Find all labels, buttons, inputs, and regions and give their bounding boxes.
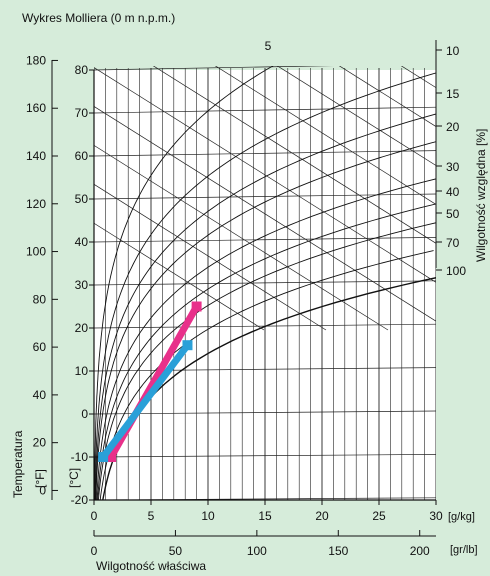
isotherm-line [94, 193, 436, 200]
series-line-2 [100, 343, 191, 460]
rh-curve [97, 203, 436, 500]
enthalpy-line [214, 66, 436, 205]
chart-title: Wykres Molliera (0 m n.p.m.) [22, 11, 175, 25]
rh-curve [96, 178, 436, 500]
chart-labels: -20-100102030405060708002040608010012014… [11, 39, 488, 573]
tick-label-grlb: 150 [328, 544, 348, 558]
chart-grid [94, 66, 436, 500]
rh-curve [94, 113, 436, 500]
tick-label-grlb: 200 [410, 544, 430, 558]
tick-label-c: 20 [75, 321, 89, 335]
enthalpy-line [338, 66, 436, 127]
isotherm-line [94, 454, 436, 458]
tick-label-c: 60 [75, 149, 89, 163]
tick-label-f: 20 [33, 436, 47, 450]
tick-label-gkg: 15 [258, 509, 272, 523]
tick-label-gkg: 0 [91, 509, 98, 523]
isotherm-line [94, 106, 436, 114]
tick-label-rh: 70 [446, 236, 460, 250]
x-axis-label-gkg: [g/kg] [448, 511, 475, 523]
tick-label-f: 180 [26, 53, 46, 67]
tick-label-c: 50 [75, 192, 89, 206]
tick-label-rh: 15 [446, 87, 460, 101]
enthalpy-line [94, 144, 389, 331]
chart-series [98, 301, 202, 462]
rh-curve [94, 72, 436, 500]
tick-label-rh: 100 [446, 264, 466, 278]
isotherm-line [94, 237, 436, 243]
tick-label-rh: 20 [446, 120, 460, 134]
tick-label-f: 140 [26, 149, 46, 163]
enthalpy-line [94, 183, 327, 331]
x-axis-title: Wilgotność właściwa [96, 559, 206, 573]
tick-label-f: 100 [26, 245, 46, 259]
tick-label-gkg: 20 [315, 509, 329, 523]
rh-curve [102, 277, 436, 500]
x-axis-label-grlb: [gr/lb] [450, 544, 478, 556]
tick-label-grlb: 100 [247, 544, 267, 558]
tick-label-rh: 50 [446, 207, 460, 221]
isotherm-line [94, 410, 436, 415]
series-point [98, 452, 109, 462]
series-point [182, 340, 193, 351]
tick-label-c: -10 [71, 450, 89, 464]
tick-label-gkg: 30 [429, 509, 443, 523]
tick-label-c: 40 [75, 235, 89, 249]
series-point [191, 301, 202, 312]
tick-label-c: 10 [75, 364, 89, 378]
tick-label-gkg: 5 [148, 509, 155, 523]
tick-label-c: 80 [75, 63, 89, 77]
tick-label-f: 40 [33, 388, 47, 402]
tick-label-rh: 40 [446, 185, 460, 199]
tick-label-f: 160 [26, 101, 46, 115]
tick-label-gkg: 10 [201, 509, 215, 523]
tick-label-rh: 10 [446, 44, 460, 58]
tick-label-c: 0 [81, 407, 88, 421]
series-point [106, 452, 117, 462]
tick-label-grlb: 0 [91, 544, 98, 558]
rh-curve [95, 141, 436, 500]
tick-label-f: 120 [26, 197, 46, 211]
tick-label-rh: 30 [446, 160, 460, 174]
tick-label-c: 70 [75, 106, 89, 120]
tick-label-rh: 5 [265, 39, 272, 53]
isotherm-line [94, 280, 436, 286]
enthalpy-line [94, 67, 436, 283]
tick-label-f: 0 [39, 483, 46, 497]
tick-label-c: -20 [71, 493, 89, 507]
tick-label-gkg: 25 [372, 509, 386, 523]
enthalpy-line [94, 106, 436, 322]
isotherm-line [94, 66, 334, 71]
isotherm-line [94, 367, 436, 372]
tick-label-f: 60 [33, 340, 47, 354]
tick-label-c: 30 [75, 278, 89, 292]
y-axis-unit-f: [°F] [33, 469, 47, 488]
y-axis-title: Temperatura [11, 430, 25, 498]
rh-curve [94, 66, 274, 500]
y-axis-unit-c: [°C] [67, 468, 81, 488]
rh-axis-title: Wilgotność względna [%] [474, 129, 488, 262]
chart-axes [51, 40, 442, 537]
enthalpy-line [94, 222, 265, 331]
isotherm-line [94, 150, 436, 157]
tick-label-grlb: 50 [169, 544, 183, 558]
tick-label-f: 80 [33, 292, 47, 306]
